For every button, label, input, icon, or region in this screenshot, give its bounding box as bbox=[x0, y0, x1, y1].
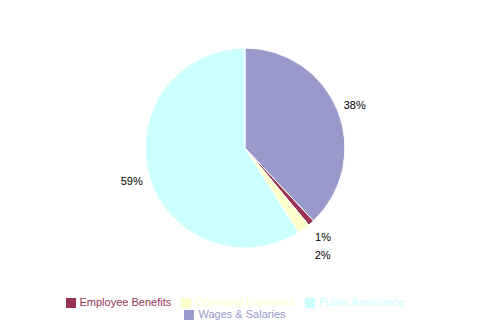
svg-text:1%: 1% bbox=[315, 231, 331, 243]
html-text:Employee Benefits: Employee Benefits bbox=[79, 295, 172, 308]
svg-text:38%: 38% bbox=[344, 99, 366, 111]
html-text:Public Assistance: Public Assistance bbox=[318, 295, 405, 308]
svg-text:59%: 59% bbox=[121, 175, 143, 187]
html-text:Wages & Salaries: Wages & Salaries bbox=[198, 307, 286, 320]
svg-text:2%: 2% bbox=[315, 249, 331, 261]
html-text:Operating Expenses: Operating Expenses bbox=[195, 295, 295, 308]
